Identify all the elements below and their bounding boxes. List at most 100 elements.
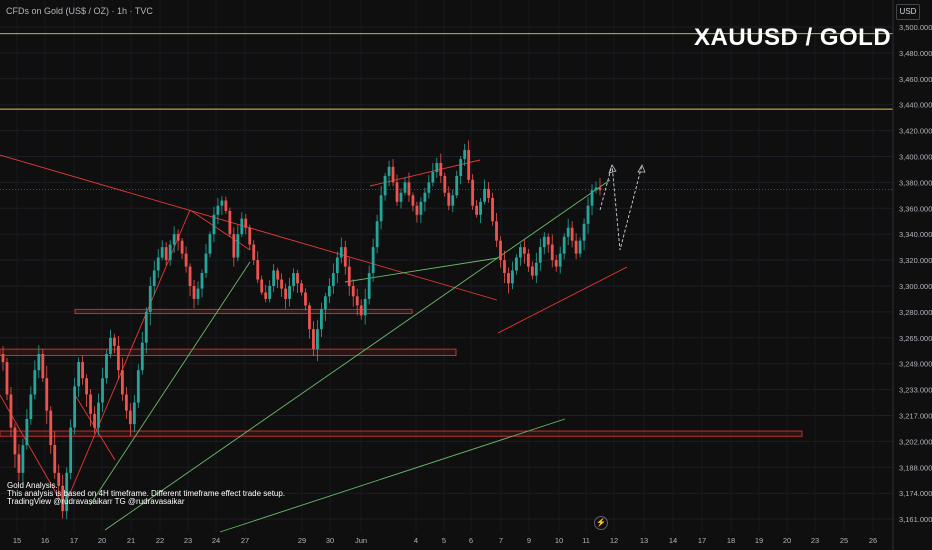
price-tick-label: 3,249.000 bbox=[899, 360, 932, 369]
candle-body bbox=[196, 288, 200, 299]
candle-body bbox=[515, 257, 518, 271]
candle-body bbox=[304, 292, 307, 306]
candle-body bbox=[65, 472, 69, 512]
price-tick-label: 3,202.000 bbox=[899, 437, 932, 446]
price-tick-label: 3,420.000 bbox=[899, 127, 932, 136]
candle-body bbox=[487, 188, 490, 198]
candle-body bbox=[224, 200, 228, 211]
price-tick-label: 3,300.000 bbox=[899, 282, 932, 291]
time-tick-label: 23 bbox=[811, 536, 819, 545]
candle-body bbox=[327, 286, 331, 297]
candle-body bbox=[363, 298, 367, 316]
candle-body bbox=[81, 362, 84, 379]
candle-body bbox=[45, 378, 49, 411]
candle-body bbox=[598, 187, 602, 191]
candle-body bbox=[499, 240, 502, 261]
candle-body bbox=[343, 247, 347, 267]
candle-body bbox=[216, 205, 220, 215]
note-line-2: This analysis is based on 4H timeframe. … bbox=[7, 489, 286, 498]
support-zones bbox=[0, 308, 803, 437]
time-tick-label: 23 bbox=[184, 536, 192, 545]
note-line-1: Gold Analysis. bbox=[7, 481, 58, 490]
candle-body bbox=[128, 410, 132, 425]
candle-body bbox=[228, 210, 232, 235]
candle-body bbox=[25, 418, 29, 446]
candle-body bbox=[29, 394, 33, 419]
candle-body bbox=[132, 402, 136, 425]
candle-body bbox=[542, 236, 546, 248]
candle-body bbox=[495, 221, 498, 241]
candle-body bbox=[562, 236, 566, 254]
candle-body bbox=[208, 234, 212, 254]
candle-body bbox=[546, 236, 550, 245]
candle-body bbox=[519, 247, 522, 258]
candle-body bbox=[431, 172, 435, 183]
candle-body bbox=[387, 166, 391, 176]
candle-body bbox=[351, 286, 355, 297]
candle-body bbox=[140, 342, 144, 371]
candle-body bbox=[435, 162, 439, 173]
chart-big-title: XAUUSD / GOLD bbox=[694, 24, 892, 51]
candle-body bbox=[320, 309, 323, 330]
candle-body bbox=[578, 240, 582, 254]
candle-body bbox=[17, 454, 21, 473]
candle-body bbox=[467, 150, 471, 180]
projection-arrowhead bbox=[608, 164, 617, 174]
candle-body bbox=[152, 270, 156, 286]
candle-body bbox=[105, 353, 108, 379]
candle-body bbox=[101, 378, 104, 403]
candle-body bbox=[256, 260, 260, 280]
candle-body bbox=[148, 286, 152, 312]
candle-body bbox=[355, 296, 359, 306]
candle-body bbox=[594, 187, 598, 191]
candle-body bbox=[375, 221, 379, 248]
candle-body bbox=[455, 175, 459, 196]
candle-body bbox=[53, 445, 57, 473]
price-tick-label: 3,217.000 bbox=[899, 412, 932, 421]
candle-body bbox=[252, 244, 256, 261]
candle-body bbox=[93, 413, 96, 428]
green-trend-line bbox=[219, 418, 566, 533]
candle-body bbox=[586, 205, 590, 224]
candle-body bbox=[411, 195, 415, 206]
red-trend-line bbox=[0, 154, 498, 301]
price-tick-label: 3,188.000 bbox=[899, 463, 932, 472]
candle-body bbox=[180, 240, 184, 254]
time-tick-label: 6 bbox=[469, 536, 473, 545]
candle-body bbox=[220, 200, 224, 206]
candle-body bbox=[391, 166, 395, 183]
lightning-icon[interactable]: ⚡ bbox=[594, 516, 608, 530]
candle-body bbox=[339, 247, 343, 258]
candle-body bbox=[109, 337, 112, 354]
candle-body bbox=[33, 370, 37, 395]
candle-body bbox=[236, 234, 240, 258]
currency-button[interactable]: USD bbox=[896, 4, 920, 20]
candle-body bbox=[475, 205, 479, 215]
candle-body bbox=[284, 288, 287, 299]
time-tick-label: 4 bbox=[414, 536, 418, 545]
candle-body bbox=[427, 182, 431, 193]
candle-body bbox=[463, 150, 467, 160]
time-tick-label: 12 bbox=[610, 536, 618, 545]
candle-body bbox=[13, 427, 17, 455]
candle-body bbox=[204, 253, 208, 274]
candle-body bbox=[288, 286, 291, 299]
time-tick-label: 27 bbox=[241, 536, 249, 545]
time-tick-label: Jun bbox=[355, 536, 367, 545]
candle-body bbox=[554, 260, 558, 267]
green-trend-line bbox=[89, 261, 251, 506]
candle-body bbox=[73, 386, 77, 428]
price-axis-bg bbox=[893, 0, 932, 550]
candle-body bbox=[300, 283, 303, 293]
candle-body bbox=[192, 286, 196, 299]
candle-body bbox=[21, 445, 25, 473]
candle-body bbox=[124, 394, 128, 411]
time-tick-label: 20 bbox=[98, 536, 106, 545]
candle-body bbox=[511, 270, 514, 284]
candle-body bbox=[459, 159, 463, 176]
candle-body bbox=[164, 247, 168, 261]
price-tick-label: 3,280.000 bbox=[899, 308, 932, 317]
candle-body bbox=[276, 270, 280, 280]
candle-body bbox=[1, 353, 5, 363]
